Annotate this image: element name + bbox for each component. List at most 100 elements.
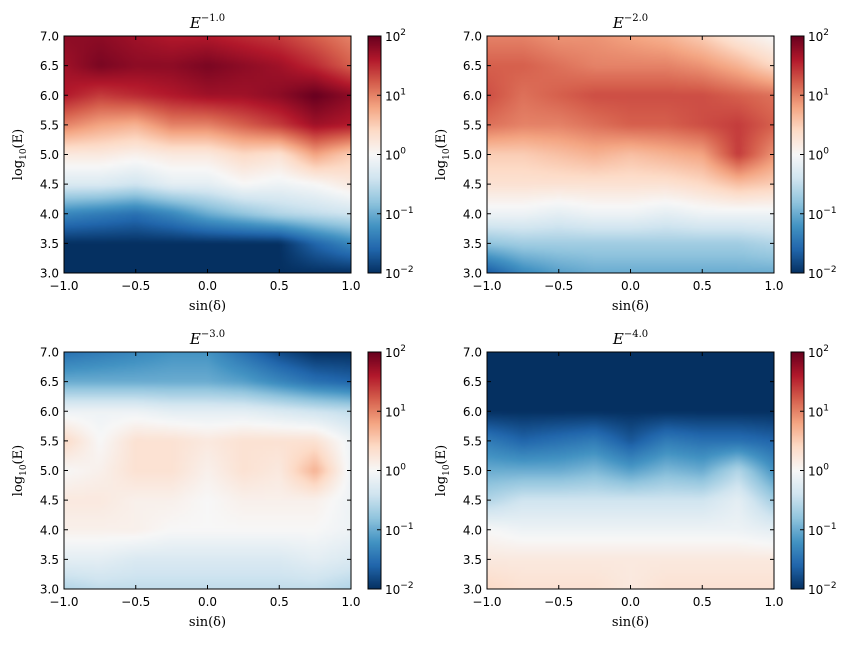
y-label-log: log: [11, 476, 26, 496]
y-tick-label: 5.5: [463, 118, 482, 132]
colorbar-tick-label: 10−1: [808, 522, 837, 538]
colorbar-tick-label: 100: [808, 147, 829, 163]
colorbar-tick-exponent: 0: [823, 147, 829, 157]
colorbar-tick-base: 10: [385, 346, 400, 360]
colorbar-tick-label: 100: [385, 147, 406, 163]
colorbar-tick-label: 10−1: [385, 206, 414, 222]
y-label-argument: (E): [434, 129, 449, 149]
subplot-title: E−2.0: [612, 13, 648, 32]
y-tick-label: 7.0: [463, 346, 482, 360]
y-tick-label: 6.5: [463, 59, 482, 73]
y-label-log: log: [11, 160, 26, 180]
colorbar-tick-base: 10: [385, 149, 400, 163]
y-tick-label: 5.0: [463, 464, 482, 478]
y-label-subscript: 10: [442, 464, 452, 476]
x-tick-label: 1.0: [764, 595, 783, 609]
colorbar-tick-base: 10: [808, 465, 823, 479]
colorbar-tick-exponent: 2: [400, 28, 406, 38]
y-label-log: log: [434, 476, 449, 496]
colorbar-tick-base: 10: [808, 149, 823, 163]
colorbar-tick-base: 10: [808, 208, 823, 222]
title-base: E: [189, 14, 201, 32]
y-tick-label: 6.5: [463, 375, 482, 389]
y-label-log: log: [434, 160, 449, 180]
colorbar-tick-base: 10: [808, 89, 823, 103]
x-tick-label: −0.5: [121, 279, 150, 293]
colorbar-tick-exponent: 0: [823, 463, 829, 473]
x-tick-label: −1.0: [472, 595, 501, 609]
colorbar-tick-label: 101: [385, 87, 406, 103]
colorbar-tick-exponent: 1: [823, 87, 829, 97]
y-tick-label: 5.0: [40, 148, 59, 162]
y-tick-label: 7.0: [40, 30, 59, 44]
y-tick-label: 4.5: [40, 178, 59, 192]
y-tick-label: 4.0: [463, 207, 482, 221]
colorbar-tick-base: 10: [808, 30, 823, 44]
colorbar-tick-label: 102: [808, 344, 829, 360]
colorbar-tick-label: 102: [808, 28, 829, 44]
title-base: E: [189, 330, 201, 348]
colorbar-tick-label: 10−1: [808, 206, 837, 222]
colorbar-tick-label: 102: [385, 344, 406, 360]
subplot-2: −1.0 −0.5 0.0 0.5 1.0 3.0 3.5 4.0 4.5 5.0 5.5 6.0 6.…: [434, 13, 837, 314]
x-tick-label: −1.0: [472, 279, 501, 293]
heatmap-image: [487, 36, 774, 273]
x-tick-label: −0.5: [121, 595, 150, 609]
y-tick-label: 7.0: [40, 346, 59, 360]
x-tick-label: 0.0: [621, 279, 640, 293]
colorbar-tick-exponent: 0: [400, 463, 406, 473]
colorbar-tick-base: 10: [808, 583, 823, 597]
x-tick-label: 0.0: [621, 595, 640, 609]
colorbar-tick-exponent: −1: [400, 522, 413, 532]
x-tick-label: 0.5: [693, 595, 712, 609]
colorbar-tick-base: 10: [808, 405, 823, 419]
colorbar-tick-exponent: 2: [823, 28, 829, 38]
colorbar-tick-label: 10−1: [385, 522, 414, 538]
y-tick-label: 4.0: [40, 523, 59, 537]
colorbar-tick-exponent: 1: [400, 87, 406, 97]
colorbar-tick-exponent: 2: [823, 344, 829, 354]
y-tick-label: 5.0: [40, 464, 59, 478]
x-tick-label: −1.0: [49, 279, 78, 293]
title-exponent: −2.0: [624, 13, 648, 24]
colorbar-tick-exponent: −2: [400, 265, 413, 275]
x-tick-label: −0.5: [544, 279, 573, 293]
subplot-4: −1.0 −0.5 0.0 0.5 1.0 3.0 3.5 4.0 4.5 5.0 5.5 6.0 6.…: [434, 329, 837, 630]
x-tick-label: 0.5: [693, 279, 712, 293]
heatmap-image: [64, 352, 351, 589]
y-tick-label: 5.0: [463, 148, 482, 162]
colorbar-tick-exponent: −2: [823, 265, 836, 275]
subplot-title: E−1.0: [189, 13, 225, 32]
title-base: E: [612, 14, 624, 32]
y-label-argument: (E): [434, 445, 449, 465]
y-tick-label: 3.5: [463, 553, 482, 567]
y-tick-label: 6.0: [40, 89, 59, 103]
colorbar-tick-base: 10: [808, 346, 823, 360]
x-axis-label: sin(δ): [612, 299, 649, 314]
y-axis-label: log10(E): [11, 445, 29, 496]
y-label-subscript: 10: [19, 464, 29, 476]
y-tick-label: 6.0: [463, 89, 482, 103]
x-tick-label: 1.0: [764, 279, 783, 293]
heatmap-image: [487, 352, 774, 589]
x-tick-label: 0.5: [270, 279, 289, 293]
colorbar-tick-base: 10: [385, 405, 400, 419]
colorbar-tick-label: 10−2: [385, 265, 414, 281]
y-tick-label: 4.0: [463, 523, 482, 537]
y-tick-label: 3.5: [40, 237, 59, 251]
colorbar-tick-label: 10−2: [808, 265, 837, 281]
colorbar-tick-exponent: −1: [823, 522, 836, 532]
colorbar-tick-label: 101: [385, 403, 406, 419]
y-tick-label: 6.5: [40, 375, 59, 389]
x-tick-label: 0.5: [270, 595, 289, 609]
x-tick-label: 1.0: [341, 279, 360, 293]
y-tick-label: 7.0: [463, 30, 482, 44]
y-tick-label: 6.5: [40, 59, 59, 73]
title-exponent: −4.0: [624, 329, 648, 340]
y-tick-label: 4.5: [463, 178, 482, 192]
y-tick-label: 4.0: [40, 207, 59, 221]
y-label-argument: (E): [11, 445, 26, 465]
y-tick-label: 5.5: [40, 118, 59, 132]
subplot-title: E−3.0: [189, 329, 225, 348]
x-tick-label: 1.0: [341, 595, 360, 609]
